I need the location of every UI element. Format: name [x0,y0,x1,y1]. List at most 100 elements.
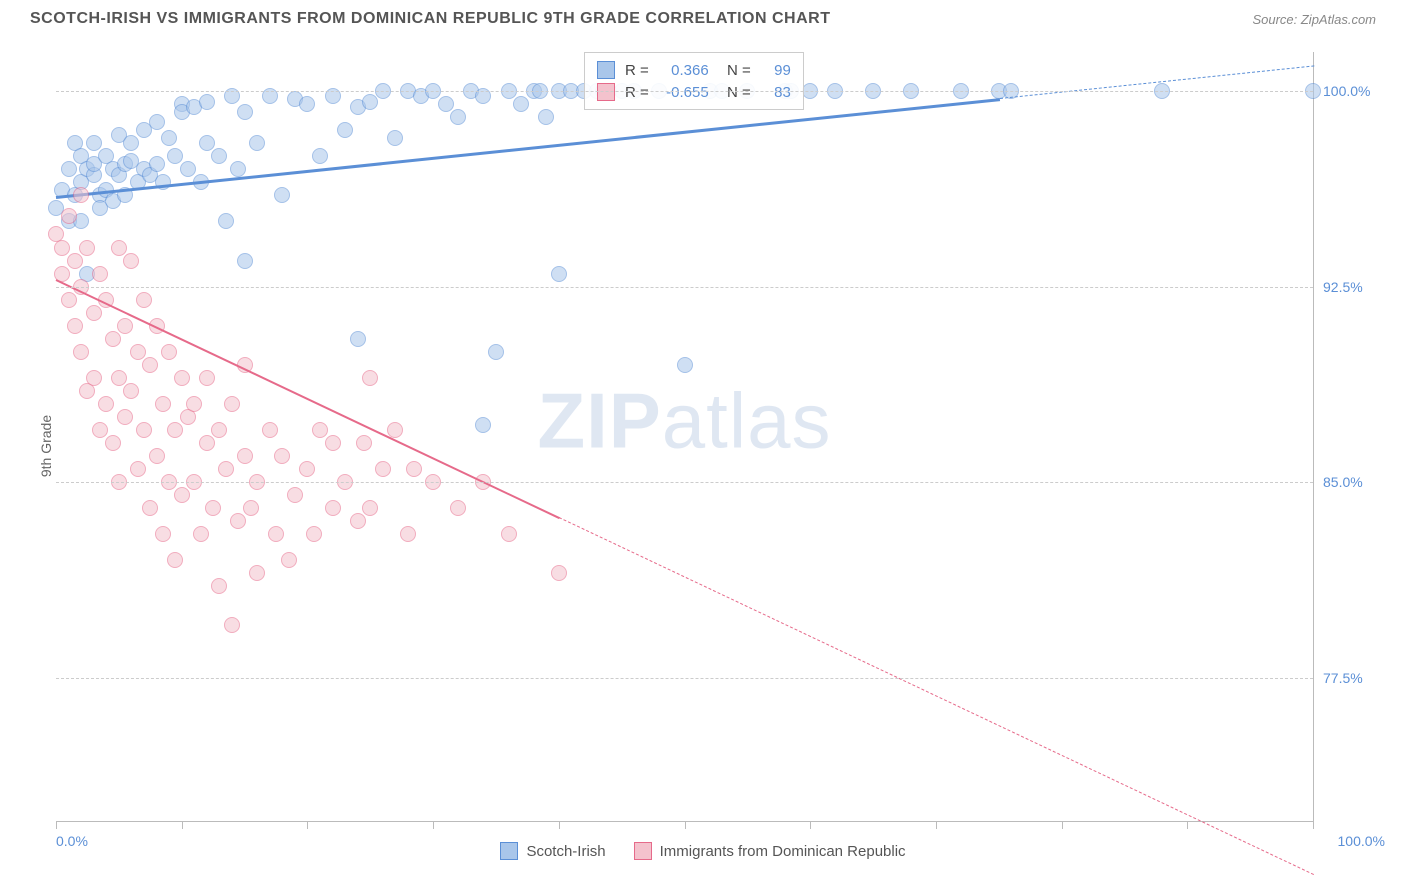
data-point [155,396,171,412]
data-point [513,96,529,112]
data-point [325,500,341,516]
data-point [299,96,315,112]
data-point [123,135,139,151]
x-tick [1187,821,1188,829]
data-point [61,292,77,308]
data-point [387,130,403,146]
data-point [274,448,290,464]
y-tick-label: 85.0% [1323,474,1393,490]
data-point [199,94,215,110]
data-point [92,422,108,438]
data-point [299,461,315,477]
legend-label: Scotch-Irish [526,843,605,860]
legend-swatch [500,842,518,860]
data-point [155,526,171,542]
data-point [61,161,77,177]
data-point [375,461,391,477]
legend-swatch [634,842,652,860]
r-value: 0.366 [659,62,709,79]
x-tick [307,821,308,829]
data-point [54,240,70,256]
data-point [167,552,183,568]
chart-title: SCOTCH-IRISH VS IMMIGRANTS FROM DOMINICA… [30,10,830,28]
data-point [325,435,341,451]
data-point [538,109,554,125]
data-point [406,461,422,477]
data-point [400,526,416,542]
data-point [67,318,83,334]
data-point [111,370,127,386]
data-point [86,135,102,151]
data-point [111,240,127,256]
data-point [167,148,183,164]
bottom-legend: Scotch-Irish Immigrants from Dominican Re… [0,842,1406,860]
data-point [130,461,146,477]
data-point [67,253,83,269]
x-tick [936,821,937,829]
data-point [161,130,177,146]
data-point [211,148,227,164]
y-tick-label: 92.5% [1323,279,1393,295]
legend-label: Immigrants from Dominican Republic [660,843,906,860]
data-point [450,109,466,125]
data-point [136,292,152,308]
data-point [193,526,209,542]
data-point [350,331,366,347]
data-point [136,422,152,438]
data-point [123,383,139,399]
data-point [677,357,693,373]
x-tick [810,821,811,829]
data-point [243,500,259,516]
data-point [130,344,146,360]
data-point [105,435,121,451]
data-point [211,422,227,438]
y-axis-label: 9th Grade [38,415,54,477]
data-point [174,370,190,386]
data-point [149,448,165,464]
data-point [218,213,234,229]
gridline [56,678,1313,679]
legend-stats-box: R =0.366 N =99R =-0.655 N =83 [584,52,804,110]
data-point [312,148,328,164]
data-point [92,266,108,282]
data-point [142,500,158,516]
data-point [337,122,353,138]
x-tick [56,821,57,829]
data-point [362,370,378,386]
x-tick [433,821,434,829]
data-point [73,187,89,203]
data-point [218,461,234,477]
data-point [274,187,290,203]
data-point [186,396,202,412]
data-point [551,266,567,282]
data-point [230,161,246,177]
x-tick [1062,821,1063,829]
x-tick [1313,821,1314,829]
data-point [149,156,165,172]
data-point [123,253,139,269]
data-point [450,500,466,516]
x-tick [559,821,560,829]
data-point [237,253,253,269]
data-point [149,114,165,130]
data-point [199,370,215,386]
plot-area [56,52,1313,821]
data-point [73,344,89,360]
chart-header: SCOTCH-IRISH VS IMMIGRANTS FROM DOMINICA… [0,0,1406,36]
legend-swatch [597,61,615,79]
data-point [312,422,328,438]
data-point [61,208,77,224]
data-point [199,135,215,151]
data-point [105,331,121,347]
x-tick [685,821,686,829]
n-label: N = [719,62,751,79]
data-point [551,565,567,581]
data-point [98,396,114,412]
n-value: 99 [761,62,791,79]
data-point [249,135,265,151]
data-point [167,422,183,438]
data-point [237,104,253,120]
data-point [488,344,504,360]
data-point [350,513,366,529]
gridline [56,287,1313,288]
